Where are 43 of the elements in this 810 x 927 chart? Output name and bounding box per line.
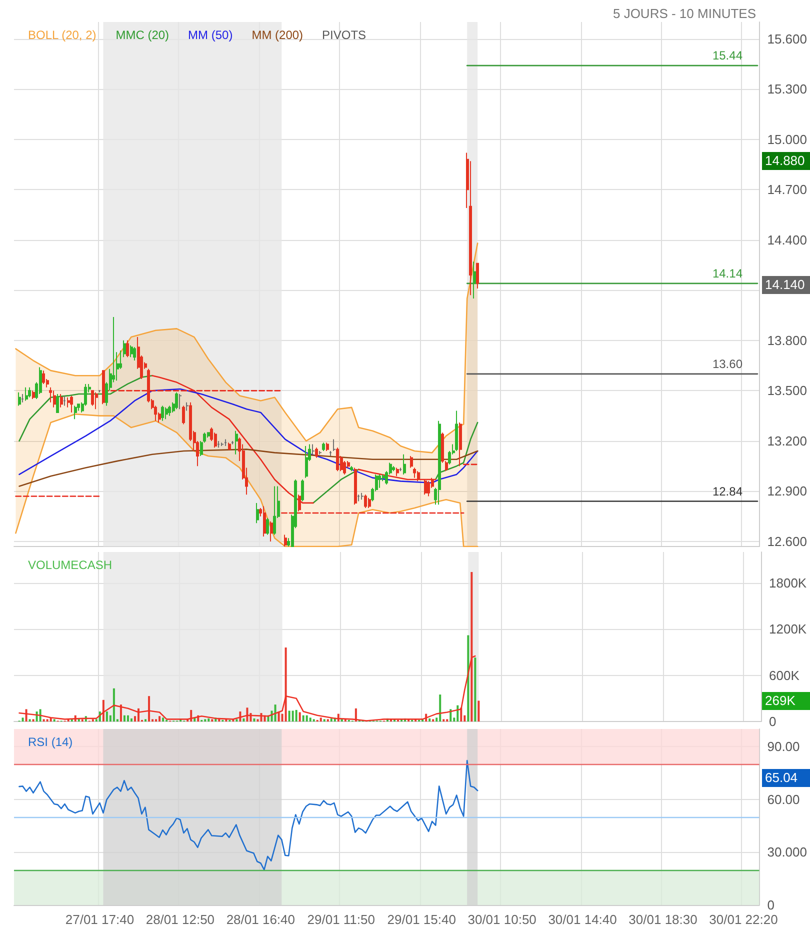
y-tick-label: 90.00 <box>767 739 800 754</box>
x-tick-label: 27/01 17:40 <box>65 912 134 927</box>
x-tick-label: 28/01 16:40 <box>226 912 296 927</box>
y-tick-label: 14.700 <box>767 182 808 198</box>
text: 65.04 <box>765 770 798 785</box>
y-tick-label: 60.00 <box>767 792 800 807</box>
y-tick-label: 12.600 <box>767 534 808 549</box>
y-tick-label: 30.000 <box>767 844 808 860</box>
y-tick-label: 15.300 <box>767 82 808 97</box>
x-tick-label: 28/01 12:50 <box>146 912 215 927</box>
y-tick-label: 1800K <box>769 575 807 590</box>
text: MM (50) <box>188 28 233 42</box>
text: 14.880 <box>765 153 805 168</box>
x-tick-label: 30/01 10:50 <box>468 912 536 927</box>
y-tick-label: 14.400 <box>767 232 808 248</box>
chart-title: 5 JOURS - 10 MINUTES <box>612 6 756 21</box>
y-tick-label: 13.500 <box>767 383 808 398</box>
y-tick-label: 13.200 <box>767 433 808 448</box>
y-tick-label: 1200K <box>769 622 807 637</box>
y-tick-label: 15.600 <box>767 31 808 46</box>
data-label: 15.44 <box>712 48 743 63</box>
data-label: 14.14 <box>712 266 743 280</box>
y-tick-label: 0 <box>769 714 776 729</box>
y-tick-label: 15.000 <box>767 132 808 147</box>
text: 269K <box>765 693 796 708</box>
x-tick-label: 30/01 18:30 <box>628 912 698 927</box>
x-tick-label: 29/01 11:50 <box>307 912 375 927</box>
text: VOLUMECASH <box>28 558 112 572</box>
y-tick-label: 0 <box>767 898 774 912</box>
x-tick-label: 30/01 22:20 <box>709 912 778 927</box>
data-label: 12.84 <box>712 484 743 498</box>
text: PIVOTS <box>322 28 366 42</box>
text: BOLL (20, 2) <box>28 28 96 42</box>
text: MM (200) <box>252 28 304 42</box>
y-tick-label: 13.800 <box>767 332 808 348</box>
x-tick-label: 29/01 15:40 <box>387 912 456 927</box>
data-label: 13.60 <box>712 356 743 371</box>
y-tick-label: 12.900 <box>767 484 808 499</box>
text: RSI (14) <box>28 735 73 749</box>
text: 14.140 <box>765 277 805 292</box>
x-tick-label: 30/01 14:40 <box>548 912 617 927</box>
text: MMC (20) <box>116 28 170 42</box>
y-tick-label: 600K <box>769 668 800 683</box>
